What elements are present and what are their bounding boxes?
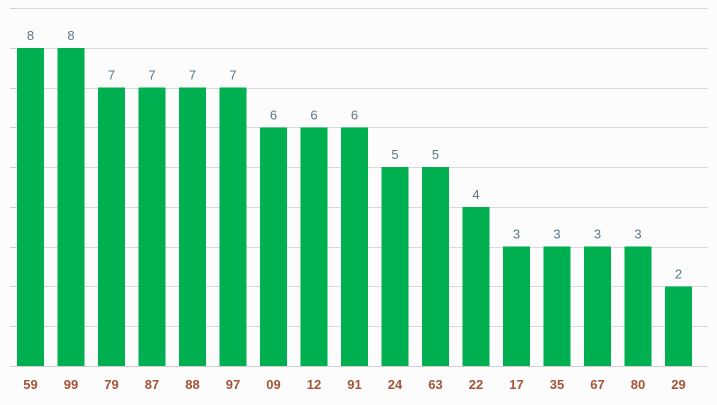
x-tick-label: 59 bbox=[23, 377, 37, 392]
data-label: 3 bbox=[553, 227, 560, 242]
x-tick-label: 35 bbox=[550, 377, 564, 392]
axis bbox=[10, 8, 708, 367]
bar-91[interactable] bbox=[341, 127, 368, 366]
bar-59[interactable] bbox=[17, 47, 44, 367]
x-tick-label: 67 bbox=[590, 377, 604, 392]
data-label: 3 bbox=[594, 227, 601, 242]
bar-79[interactable] bbox=[98, 87, 125, 367]
x-tick-label: 79 bbox=[104, 377, 118, 392]
x-tick-label: 17 bbox=[509, 377, 523, 392]
data-label: 6 bbox=[270, 107, 277, 122]
bars bbox=[17, 47, 692, 367]
x-tick-label: 88 bbox=[185, 377, 199, 392]
bar-17[interactable] bbox=[503, 246, 530, 366]
bar-22[interactable] bbox=[462, 206, 490, 366]
bar-35[interactable] bbox=[543, 246, 571, 366]
x-tick-label: 12 bbox=[307, 377, 321, 392]
data-label: 7 bbox=[148, 68, 155, 83]
x-tick-label: 63 bbox=[428, 377, 442, 392]
x-tick-label: 97 bbox=[226, 377, 240, 392]
bar-88[interactable] bbox=[179, 87, 206, 367]
data-label: 4 bbox=[472, 187, 479, 202]
data-label: 6 bbox=[310, 107, 317, 122]
data-labels: 8 8 7 7 7 7 6 6 6 5 5 4 3 3 3 3 2 bbox=[27, 28, 682, 282]
bar-29[interactable] bbox=[665, 286, 692, 366]
bar-12[interactable] bbox=[300, 127, 328, 366]
bar-87[interactable] bbox=[138, 87, 166, 367]
x-tick-labels: 59 99 79 87 88 97 09 12 91 24 63 22 17 35 67 80 29 bbox=[23, 377, 685, 392]
bar-99[interactable] bbox=[57, 47, 85, 367]
bar-09[interactable] bbox=[260, 127, 287, 366]
x-tick-label: 91 bbox=[347, 377, 361, 392]
x-tick-label: 87 bbox=[145, 377, 159, 392]
data-label: 8 bbox=[27, 28, 34, 43]
x-tick-label: 80 bbox=[631, 377, 645, 392]
data-label: 3 bbox=[513, 227, 520, 242]
bar-97[interactable] bbox=[219, 87, 247, 367]
x-tick-label: 24 bbox=[388, 377, 403, 392]
data-label: 5 bbox=[391, 147, 398, 162]
x-tick-label: 22 bbox=[469, 377, 483, 392]
bar-24[interactable] bbox=[381, 167, 409, 366]
data-label: 7 bbox=[229, 68, 236, 83]
bar-63[interactable] bbox=[422, 167, 449, 366]
data-label: 3 bbox=[634, 227, 641, 242]
data-label: 6 bbox=[351, 107, 358, 122]
data-label: 8 bbox=[67, 28, 74, 43]
data-label: 7 bbox=[189, 68, 196, 83]
x-tick-label: 09 bbox=[266, 377, 280, 392]
bar-67[interactable] bbox=[584, 246, 611, 366]
data-label: 7 bbox=[108, 68, 115, 83]
x-tick-label: 99 bbox=[64, 377, 78, 392]
bar-80[interactable] bbox=[624, 246, 652, 366]
x-tick-label: 29 bbox=[671, 377, 685, 392]
data-label: 5 bbox=[432, 147, 439, 162]
data-label: 2 bbox=[675, 266, 682, 281]
